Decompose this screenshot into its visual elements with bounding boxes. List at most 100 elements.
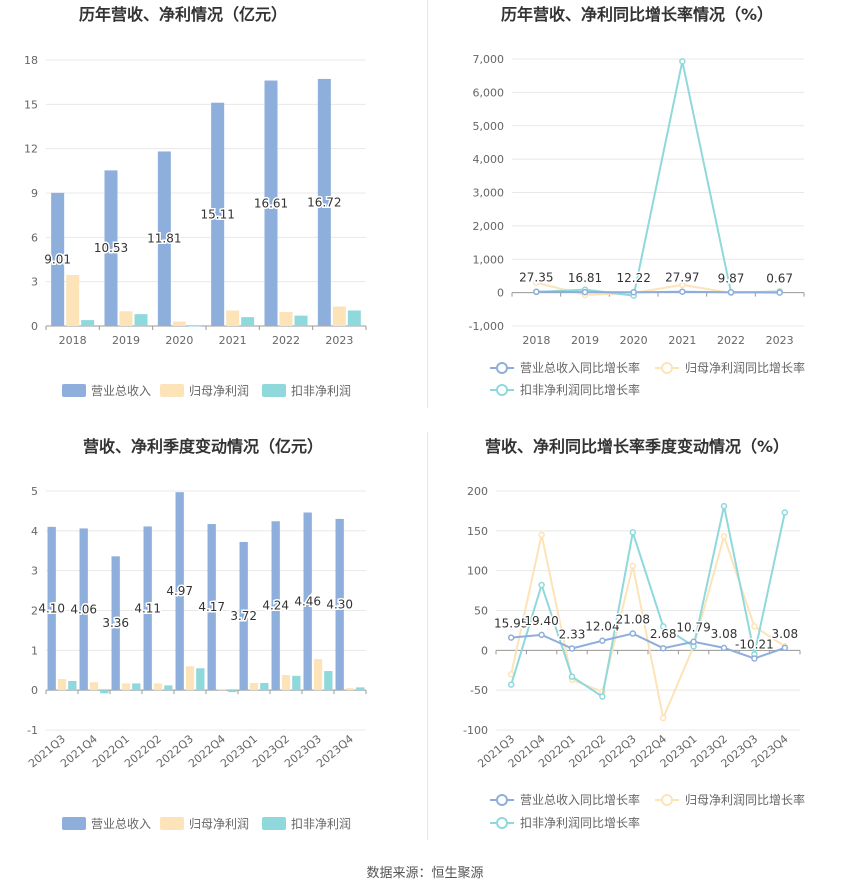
legend-swatch (262, 817, 286, 830)
legend-swatch (160, 384, 184, 397)
bar-net-profit (313, 659, 323, 691)
series-point (659, 714, 667, 722)
bar-data-label: 4.17 (198, 600, 225, 614)
y-tick-label: 18 (24, 54, 38, 67)
bar-data-label: 4.10 (38, 602, 65, 616)
legend-label: 扣非净利润同比增长率 (520, 382, 640, 397)
data-source: 数据来源：恒生聚源 (366, 866, 484, 881)
bar-data-label: 4.11 (134, 601, 161, 615)
line-data-label: -10.21 (735, 637, 774, 651)
series-point (538, 581, 545, 589)
series-point (599, 693, 606, 700)
line-data-label: 15.95 (494, 617, 528, 631)
series-line-0 (536, 290, 780, 294)
series-point (659, 623, 667, 630)
series-line-0 (511, 632, 786, 660)
x-tick-label: 2020 (165, 334, 193, 347)
legend-label: 扣非净利润 (291, 817, 351, 831)
x-tick-label: 2023Q4 (314, 732, 356, 770)
bar-net-profit (332, 306, 346, 326)
bar-revenue (143, 526, 152, 691)
bar-revenue (303, 512, 312, 691)
x-tick-label: 2023 (766, 334, 794, 347)
series-point (781, 509, 789, 516)
series-point (781, 644, 789, 652)
series-point (568, 645, 576, 652)
legend-swatch (62, 384, 86, 397)
y-tick-label: 50 (474, 605, 488, 618)
bar-revenue (175, 492, 184, 691)
y-tick-label: 4,000 (473, 153, 505, 166)
series-point (776, 289, 783, 296)
bar-revenue (111, 556, 120, 691)
bar-deducted-profit (196, 668, 205, 691)
series-point (720, 533, 728, 540)
bar-deducted-profit (68, 681, 77, 691)
bar-revenue (79, 528, 88, 691)
bar-data-label: 15.11 (200, 207, 234, 221)
legend-marker (496, 384, 508, 396)
y-tick-label: 100 (467, 565, 488, 578)
bar-deducted-profit (292, 675, 301, 691)
bar-net-profit (121, 683, 131, 691)
bar-net-profit (345, 688, 355, 691)
bar-deducted-profit (187, 326, 201, 327)
line-data-label: 16.81 (568, 271, 602, 285)
bar-data-label: 4.24 (262, 599, 289, 613)
bar-revenue (264, 80, 278, 327)
y-tick-label: 0 (481, 644, 488, 657)
bar-revenue (157, 151, 171, 326)
bar-deducted-profit (241, 317, 255, 326)
line-data-label: 19.40 (524, 614, 558, 628)
y-tick-label: 5,000 (473, 120, 505, 133)
legend-marker (661, 362, 673, 374)
series-point (720, 644, 728, 652)
legend-label: 营业总收入同比增长率 (520, 360, 640, 375)
line-data-label: 3.08 (771, 627, 798, 641)
bar-data-label: 3.36 (102, 616, 129, 630)
y-tick-label: 15 (24, 98, 38, 111)
x-tick-label: 2022 (717, 334, 745, 347)
y-tick-label: 200 (467, 485, 488, 498)
bar-net-profit (57, 679, 67, 691)
series-point (659, 644, 667, 652)
line-data-label: 21.08 (616, 613, 650, 627)
y-tick-label: 2,000 (473, 220, 505, 233)
y-tick-label: 0 (31, 684, 38, 697)
y-tick-label: -1 (27, 724, 38, 737)
bar-net-profit (185, 666, 195, 691)
bar-data-label: 4.97 (166, 584, 193, 598)
legend-label: 营业总收入同比增长率 (520, 792, 640, 807)
legend-label: 归母净利润 (189, 817, 249, 831)
line-data-label: 9.87 (718, 271, 745, 285)
bar-deducted-profit (132, 683, 141, 691)
bar-net-profit (172, 321, 186, 326)
y-tick-label: 1,000 (473, 253, 505, 266)
x-tick-label: 2018 (522, 334, 550, 347)
series-point (538, 531, 545, 539)
legend-label: 归母净利润同比增长率 (685, 792, 805, 807)
legend-swatch (160, 817, 184, 830)
series-point (629, 562, 637, 570)
bar-net-profit (217, 688, 227, 691)
y-tick-label: -50 (470, 684, 488, 697)
y-tick-label: 3,000 (473, 187, 505, 200)
series-point (568, 673, 576, 680)
series-point (630, 288, 637, 296)
line-data-label: 2.68 (650, 627, 677, 641)
series-point (629, 630, 637, 637)
x-tick-label: 2021 (668, 334, 696, 347)
y-tick-label: 4 (31, 525, 38, 538)
series-point (629, 529, 637, 536)
bar-data-label: 16.72 (307, 195, 341, 209)
x-tick-label: 2018 (59, 334, 87, 347)
bar-revenue (104, 170, 118, 326)
y-tick-label: 3 (31, 565, 38, 578)
bar-data-label: 16.61 (254, 196, 288, 210)
series-point (533, 279, 540, 286)
y-tick-label: 0 (31, 320, 38, 333)
bar-deducted-profit (260, 682, 269, 691)
bar-revenue (239, 541, 248, 691)
